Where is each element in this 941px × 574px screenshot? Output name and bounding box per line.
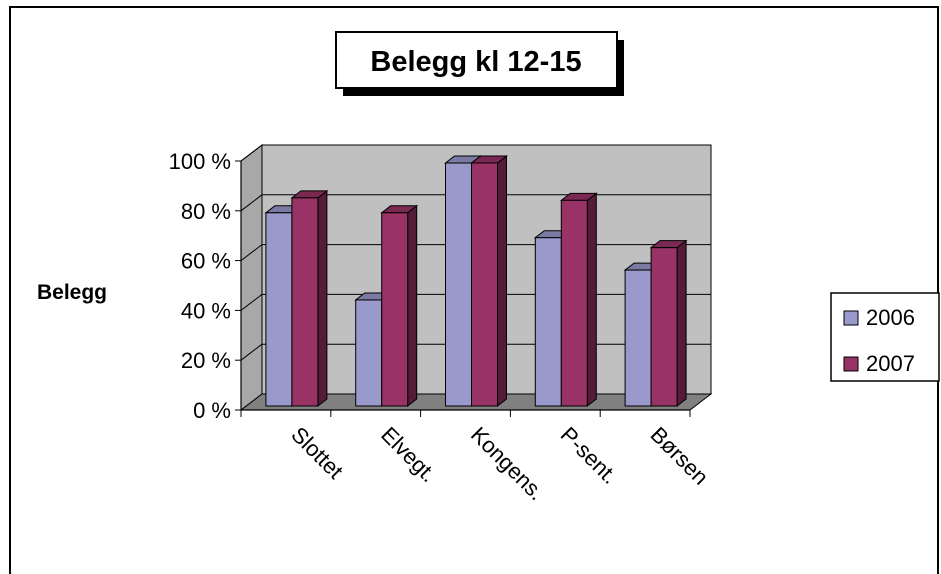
x-category-label: Kongens.	[466, 422, 549, 505]
x-category-label: Slottet	[286, 422, 348, 484]
legend: 2006 2007	[830, 292, 940, 382]
plot-area: 0 % 20 % 40 % 60 % 80 % 100 % Slottet Elvegt. Ko…	[169, 143, 714, 505]
y-tick-label: 100 %	[169, 149, 231, 174]
y-tick-label: 40 %	[181, 298, 231, 323]
bar-2007-Elvegt.	[380, 204, 419, 408]
bar-front	[534, 237, 562, 407]
side-wall	[240, 143, 263, 412]
gridline-side	[240, 294, 263, 311]
bar-side	[407, 204, 418, 408]
chart-title-group: Belegg kl 12-15	[335, 31, 624, 96]
bar-front	[265, 212, 293, 407]
bar-side	[497, 154, 507, 408]
legend-swatch	[843, 356, 859, 372]
chart-title-box	[335, 31, 618, 89]
bar-side	[586, 192, 597, 408]
bar-front	[650, 247, 678, 407]
bar-front	[291, 197, 319, 407]
bar-front	[471, 162, 498, 407]
x-category-label: Elvegt.	[376, 422, 441, 487]
bar-front	[445, 162, 472, 407]
x-category-label: P-sent.	[556, 422, 623, 489]
legend-swatch	[843, 310, 859, 326]
x-category-label: Børsen	[646, 422, 714, 490]
bar-front	[624, 269, 652, 407]
y-tick-label: 0 %	[193, 398, 231, 423]
gridline-side	[240, 194, 263, 212]
bar-2007-Børsen	[649, 239, 688, 408]
bar-2007-Kongens.	[470, 154, 508, 408]
chart-title: Belegg kl 12-15	[370, 46, 581, 78]
bar-front	[355, 299, 383, 407]
gridline-side	[240, 144, 263, 162]
y-tick-label: 20 %	[181, 348, 231, 373]
bar-side	[317, 189, 328, 408]
y-axis-title: Belegg	[37, 281, 107, 304]
legend-label: 2006	[866, 305, 915, 330]
bar-2007-P-sent.	[559, 192, 598, 408]
gridline-side	[240, 244, 263, 261]
bar-2007-Slottet	[290, 189, 329, 408]
bar-front	[560, 199, 588, 407]
bar-side	[676, 239, 687, 408]
y-tick-label: 80 %	[181, 199, 231, 224]
bar-front	[381, 212, 409, 407]
y-tick-label: 60 %	[181, 249, 231, 274]
gridline-side	[240, 343, 263, 361]
legend-label: 2007	[866, 351, 915, 376]
